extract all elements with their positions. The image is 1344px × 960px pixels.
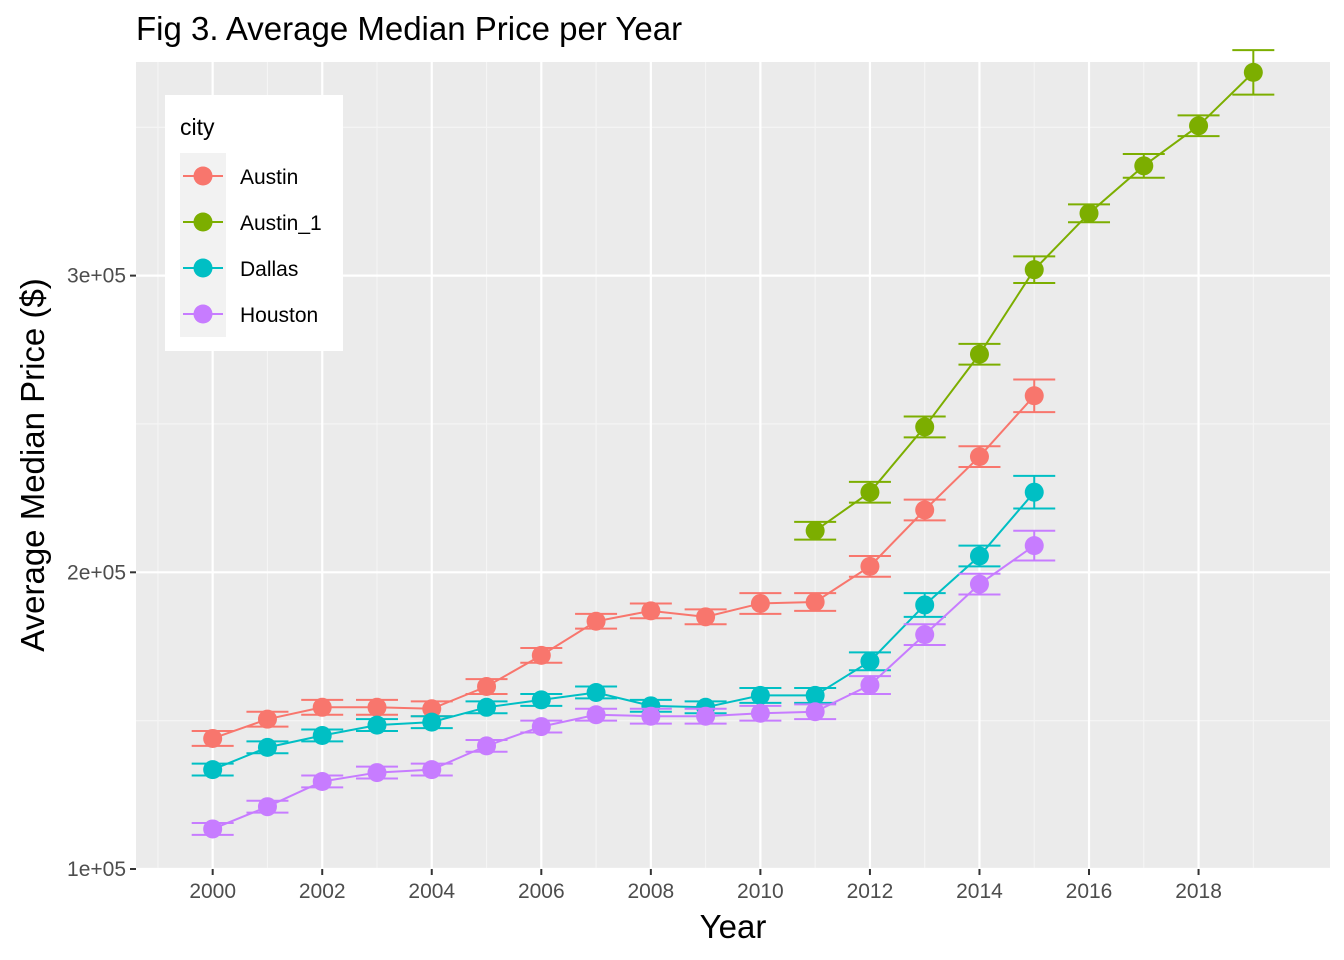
legend-item: Austin_1 <box>180 199 322 245</box>
data-point <box>1134 156 1154 176</box>
data-point <box>641 706 661 726</box>
series-line <box>212 544 1035 830</box>
x-tick-label: 2008 <box>627 880 674 903</box>
data-point <box>805 521 825 541</box>
legend-key-point <box>193 166 213 186</box>
x-tick-label: 2004 <box>408 880 455 903</box>
y-axis-title: Average Median Price ($) <box>14 278 51 652</box>
data-point <box>203 760 223 780</box>
data-point <box>312 771 332 791</box>
data-point <box>696 607 716 627</box>
data-point <box>312 697 332 717</box>
data-point <box>203 819 223 839</box>
x-tick-label: 2006 <box>518 880 565 903</box>
data-point <box>367 715 387 735</box>
data-point <box>531 690 551 710</box>
data-point <box>257 797 277 817</box>
data-point <box>915 417 935 437</box>
legend-key-point <box>193 304 213 324</box>
y-tick-label: 2e+05 <box>67 561 126 584</box>
legend-label: Austin <box>240 166 298 189</box>
data-point <box>477 677 497 697</box>
data-point <box>422 760 442 780</box>
legend-label: Dallas <box>240 258 298 281</box>
data-point <box>203 728 223 748</box>
series-line <box>212 395 1035 740</box>
series-austin_1 <box>794 49 1275 541</box>
y-axis: 1e+05 2e+05 3e+05 <box>67 265 136 881</box>
data-point <box>915 625 935 645</box>
data-point <box>367 697 387 717</box>
data-point <box>1024 260 1044 280</box>
data-point <box>696 706 716 726</box>
data-point <box>1079 203 1099 223</box>
data-point <box>860 651 880 671</box>
legend-items: Austin Austin_1 Dallas Houston <box>180 153 322 337</box>
data-point <box>860 675 880 695</box>
legend-key-point <box>193 258 213 278</box>
x-tick-label: 2012 <box>847 880 894 903</box>
data-point <box>531 717 551 737</box>
data-point <box>257 709 277 729</box>
y-tick-label: 3e+05 <box>67 265 126 288</box>
data-point <box>586 682 606 702</box>
data-point <box>860 556 880 576</box>
data-point <box>1024 386 1044 406</box>
data-point <box>1024 482 1044 502</box>
data-point <box>477 697 497 717</box>
x-tick-label: 2000 <box>189 880 236 903</box>
legend-item: Houston <box>180 291 318 337</box>
series-line <box>212 491 1035 771</box>
x-tick-label: 2014 <box>956 880 1003 903</box>
y-tick-label: 1e+05 <box>67 858 126 881</box>
x-tick-label: 2010 <box>737 880 784 903</box>
data-point <box>586 705 606 725</box>
data-point <box>805 702 825 722</box>
legend-title: city <box>180 114 215 140</box>
data-point <box>805 685 825 705</box>
legend-label: Austin_1 <box>240 212 322 235</box>
data-point <box>969 344 989 364</box>
series-layer <box>191 49 1275 839</box>
data-point <box>367 763 387 783</box>
data-point <box>477 736 497 756</box>
legend-label: Houston <box>240 304 318 327</box>
data-point <box>750 593 770 613</box>
data-point <box>1189 116 1209 136</box>
legend: city Austin Austin_1 Dallas Houston <box>165 95 343 351</box>
data-point <box>969 546 989 566</box>
x-tick-label: 2018 <box>1175 880 1222 903</box>
data-point <box>969 574 989 594</box>
data-point <box>586 611 606 631</box>
x-tick-label: 2002 <box>299 880 346 903</box>
data-point <box>641 601 661 621</box>
data-point <box>422 712 442 732</box>
legend-item: Austin <box>180 153 298 199</box>
legend-item: Dallas <box>180 245 298 291</box>
data-point <box>257 737 277 757</box>
data-point <box>312 725 332 745</box>
data-point <box>531 645 551 665</box>
series-houston <box>191 529 1056 839</box>
data-point <box>805 592 825 612</box>
legend-key-point <box>193 212 213 232</box>
data-point <box>915 500 935 520</box>
data-point <box>750 685 770 705</box>
minor-grid <box>136 62 1330 869</box>
data-point <box>1243 62 1263 82</box>
data-point <box>860 482 880 502</box>
chart-title: Fig 3. Average Median Price per Year <box>136 10 682 47</box>
x-axis-title: Year <box>700 908 767 945</box>
series-austin <box>191 378 1056 748</box>
data-point <box>750 703 770 723</box>
x-axis: 2000 2002 2004 2006 2008 2010 2012 2014 2016 2018 <box>189 869 1222 903</box>
data-point <box>915 595 935 615</box>
data-point <box>969 447 989 467</box>
series-dallas <box>191 474 1056 780</box>
x-tick-label: 2016 <box>1066 880 1113 903</box>
data-point <box>422 699 442 719</box>
data-point <box>1024 536 1044 556</box>
